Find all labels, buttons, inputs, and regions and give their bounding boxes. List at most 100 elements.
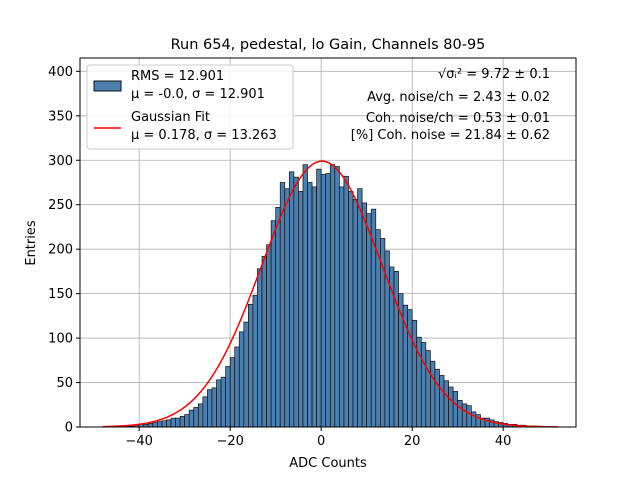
histogram-bar [170,417,176,428]
histogram-bar [307,182,313,428]
histogram-bar [361,202,368,428]
histogram-bar [238,331,245,428]
histogram-bar [275,207,281,428]
annotation-sigma-label: √σᵢ² [438,67,462,82]
histogram-bar [211,387,217,428]
histogram-bar [325,173,331,428]
histogram-bar [257,268,263,428]
annotation-coh-percent-line: [%] Coh. noise = 21.84 ± 0.62 [351,128,550,143]
histogram-bar [225,366,231,428]
histogram-bar [184,414,190,428]
histogram-bar [348,191,354,428]
histogram-bar [161,420,167,428]
histogram-bar [457,399,463,428]
legend: RMS = 12.901 μ = -0.0, σ = 12.901 Gaussi… [86,64,294,150]
histogram-bar [393,271,399,428]
histogram-bar [270,220,277,428]
histogram-bar [452,391,459,428]
histogram-bar [329,164,336,428]
histogram-bar [216,379,222,428]
annotation-coh-noise-value: = 0.53 ± 0.01 [454,111,550,126]
histogram-bar [175,417,181,428]
histogram-bars [125,164,540,428]
legend-histogram-stats: μ = -0.0, σ = 12.901 [131,87,265,102]
histogram-bar [357,188,363,428]
y-tick-label: 250 [48,198,73,213]
histogram-bar [316,168,322,428]
annotation-avg-noise-line: Avg. noise/ch = 2.43 ± 0.02 [367,90,550,105]
histogram-bar [430,360,436,428]
histogram-bar [288,171,295,428]
legend-fit-stats: μ = 0.178, σ = 13.263 [131,128,277,143]
annotation-coh-percent-label: [%] Coh. noise [351,128,446,143]
x-tick-label: 40 [495,434,512,449]
histogram-bar [411,319,418,428]
x-tick-label: −40 [125,434,152,449]
histogram-bar [147,423,154,428]
histogram-bar [179,415,186,428]
histogram-bar [334,166,340,428]
y-tick-label: 150 [48,287,73,302]
histogram-bar [466,405,472,428]
histogram-bar [439,375,445,428]
y-axis: 0 50 100 150 200 250 300 350 400 [48,65,80,436]
histogram-bar [166,419,172,428]
histogram-bar [220,376,226,428]
annotation-avg-noise-label: Avg. noise/ch [367,90,454,105]
legend-histogram-swatch [93,80,122,92]
annotation-block: √σᵢ² = 9.72 ± 0.1 Avg. noise/ch = 2.43 ±… [351,67,550,143]
histogram-bar [229,357,236,428]
annotation-sigma-value: = 9.72 ± 0.1 [462,67,550,82]
annotation-sigma-line: √σᵢ² = 9.72 ± 0.1 [438,67,550,82]
histogram-bar [425,350,431,428]
histogram-bar [279,182,286,428]
histogram-bar [193,407,199,428]
histogram-bar [207,389,213,428]
histogram-bar [248,303,254,428]
histogram-bar [366,213,372,428]
y-axis-label: Entries [24,220,39,266]
histogram-bar [343,175,349,428]
histogram-bar [420,342,427,428]
histogram-bar [202,396,208,428]
x-axis-label: ADC Counts [289,456,367,471]
y-tick-label: 350 [48,109,73,124]
annotation-avg-noise-value: = 2.43 ± 0.02 [454,90,550,105]
histogram-bar [311,186,317,428]
histogram-bar [434,368,440,428]
legend-box [86,64,294,150]
histogram-bar [443,380,449,428]
annotation-coh-noise-line: Coh. noise/ch = 0.53 ± 0.01 [366,111,550,126]
x-tick-label: 20 [404,434,421,449]
annotation-coh-percent-value: = 21.84 ± 0.62 [446,128,550,143]
histogram-bar [243,321,249,428]
x-tick-label: 0 [317,434,325,449]
histogram-bar [298,191,304,428]
annotation-coh-noise-label: Coh. noise/ch [366,111,454,126]
histogram-bar [407,309,413,428]
y-tick-label: 200 [48,243,73,258]
histogram-bar [284,188,290,428]
histogram-bar [320,174,327,428]
x-axis: −40 −20 0 20 40 [125,427,511,449]
histogram-bar [293,176,299,428]
y-tick-label: 0 [65,421,73,436]
histogram-bar [484,417,490,428]
histogram-bar [448,386,454,428]
histogram-bar [197,403,204,428]
chart-title: Run 654, pedestal, lo Gain, Channels 80-… [171,37,486,53]
histogram-bar [461,403,468,428]
y-tick-label: 400 [48,65,73,80]
histogram-bar [252,295,258,428]
x-tick-label: −20 [216,434,243,449]
plot-frame [79,57,577,428]
histogram-bar [261,255,267,428]
histogram-bar [339,186,345,428]
y-tick-label: 100 [48,332,73,347]
histogram-bar [302,164,308,428]
legend-fit-label: Gaussian Fit [131,110,210,125]
gaussian-fit-curve [102,160,558,428]
y-tick-label: 50 [56,376,73,391]
